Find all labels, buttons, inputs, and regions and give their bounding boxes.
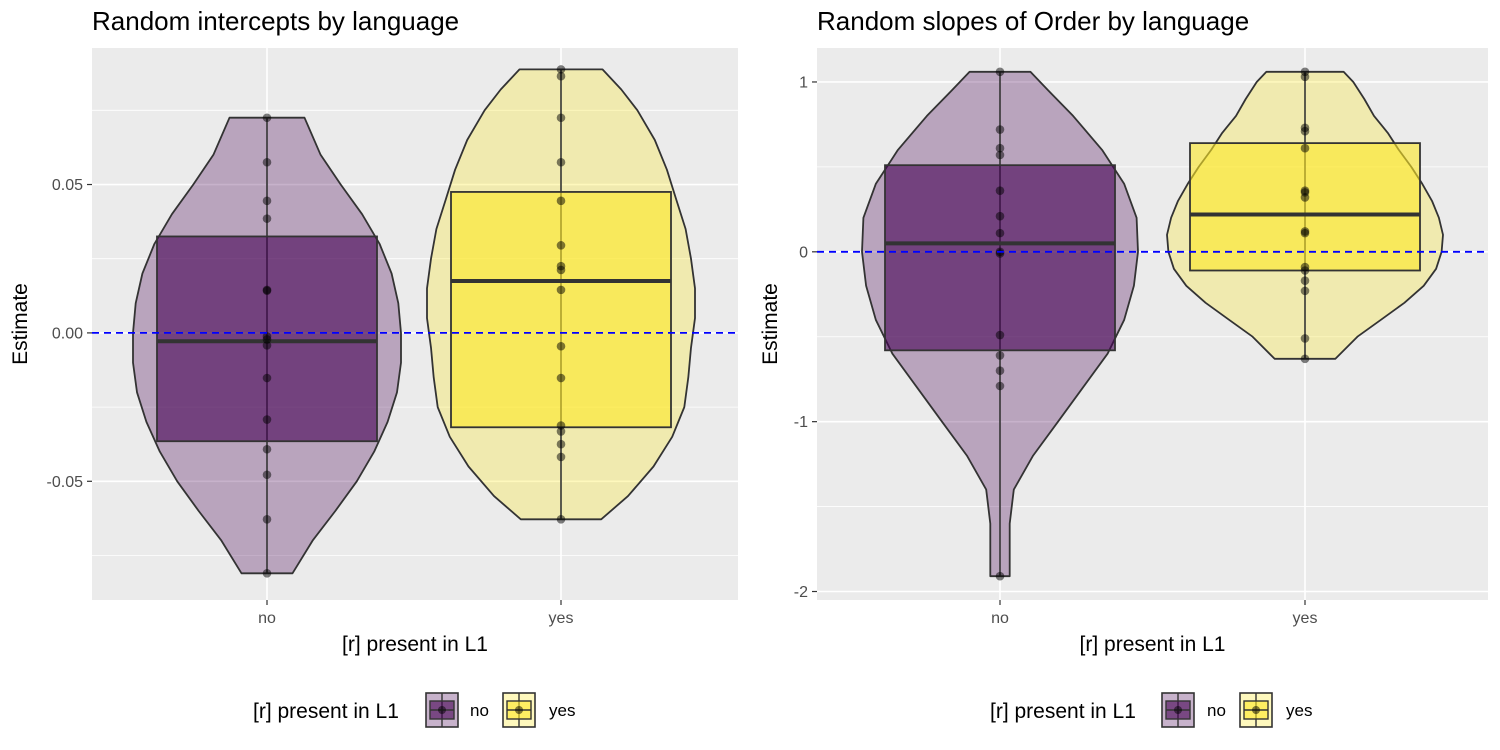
data-point <box>262 196 272 206</box>
box-yes <box>450 191 672 429</box>
legend-label-yes: yes <box>1286 701 1312 720</box>
legend-key-yes <box>1239 692 1273 728</box>
chart-title: Random slopes of Order by language <box>817 6 1249 36</box>
data-point <box>556 241 566 250</box>
data-point <box>262 470 272 480</box>
y-tick-label: -1 <box>794 414 808 431</box>
y-axis-title: Estimate <box>9 283 32 365</box>
x-axis-title: [r] present in L1 <box>1080 633 1226 656</box>
legend-label-no: no <box>470 701 489 720</box>
y-tick-label: 1 <box>799 74 808 91</box>
data-point <box>1300 126 1310 136</box>
data-point <box>262 286 272 296</box>
data-point <box>995 330 1005 340</box>
data-point <box>1300 334 1310 343</box>
data-point <box>262 415 272 424</box>
x-axis-title: [r] present in L1 <box>342 633 488 656</box>
data-point <box>556 421 566 430</box>
x-tick-label: no <box>991 610 1009 627</box>
data-point <box>1300 193 1310 202</box>
data-point <box>556 65 566 74</box>
x-tick-label: no <box>258 610 276 627</box>
data-point <box>262 113 272 123</box>
data-point <box>995 571 1005 581</box>
data-point <box>995 125 1005 134</box>
chart-title: Random intercepts by language <box>92 6 459 36</box>
legend-key-yes <box>502 692 536 728</box>
group-no <box>132 113 402 578</box>
legend-point <box>1174 706 1182 714</box>
data-point <box>556 71 566 81</box>
data-point <box>262 214 272 223</box>
data-point <box>995 67 1005 77</box>
data-point <box>556 341 566 351</box>
y-tick-label: -2 <box>794 584 808 601</box>
data-point <box>556 265 566 275</box>
legend-title: [r] present in L1 <box>253 700 399 723</box>
data-point <box>556 427 566 436</box>
group-no <box>861 67 1139 581</box>
x-tick-label: yes <box>549 610 574 627</box>
data-point <box>556 452 566 462</box>
data-point <box>995 228 1005 238</box>
data-point <box>262 341 272 350</box>
group-yes <box>426 65 696 524</box>
data-point <box>995 381 1005 391</box>
legend-point <box>438 706 446 714</box>
y-tick-label: -0.05 <box>47 474 84 491</box>
legend-title: [r] present in L1 <box>990 700 1136 723</box>
x-tick-label: yes <box>1293 610 1318 627</box>
y-tick-label: 0.05 <box>52 177 83 194</box>
data-point <box>995 249 1005 258</box>
data-point <box>262 335 272 344</box>
data-point <box>995 366 1005 376</box>
data-point <box>556 196 566 206</box>
data-point <box>262 444 272 454</box>
chart-panel-2: -2 -1 0 1 no yes Random slopes of Order by lan… <box>759 6 1488 656</box>
legend-label-yes: yes <box>549 701 575 720</box>
data-point <box>556 514 566 524</box>
data-point <box>556 113 566 123</box>
legend-key-no <box>1161 692 1195 728</box>
data-point <box>995 150 1005 160</box>
data-point <box>995 211 1005 221</box>
data-point <box>1300 354 1310 364</box>
data-point <box>1300 72 1310 82</box>
legend-1: [r] present in L1 no yes <box>253 692 575 728</box>
data-point <box>262 568 272 578</box>
data-point <box>556 157 566 167</box>
legend-2: [r] present in L1 no yes <box>990 692 1312 728</box>
chart-panel-1: -0.05 0.00 0.05 no yes Random intercepts by l… <box>9 6 738 656</box>
legend-label-no: no <box>1207 701 1226 720</box>
y-tick-label: 0 <box>799 244 808 261</box>
legend-key-no <box>425 692 459 728</box>
data-point <box>1300 286 1310 296</box>
data-point <box>995 143 1005 153</box>
data-point <box>995 351 1005 360</box>
data-point <box>995 186 1005 195</box>
group-yes <box>1166 67 1444 364</box>
data-point <box>556 285 566 295</box>
y-axis-title: Estimate <box>759 283 782 365</box>
data-point <box>556 373 566 383</box>
data-point <box>1300 266 1310 275</box>
legend-point <box>515 706 523 714</box>
box-yes <box>1189 142 1421 272</box>
data-point <box>1300 228 1310 238</box>
data-point <box>1300 276 1310 285</box>
data-point <box>1300 143 1310 153</box>
data-point <box>556 439 566 449</box>
legend-point <box>1252 706 1260 714</box>
data-point <box>262 373 272 383</box>
data-point <box>262 157 272 167</box>
y-tick-label: 0.00 <box>52 325 83 342</box>
data-point <box>262 514 272 524</box>
